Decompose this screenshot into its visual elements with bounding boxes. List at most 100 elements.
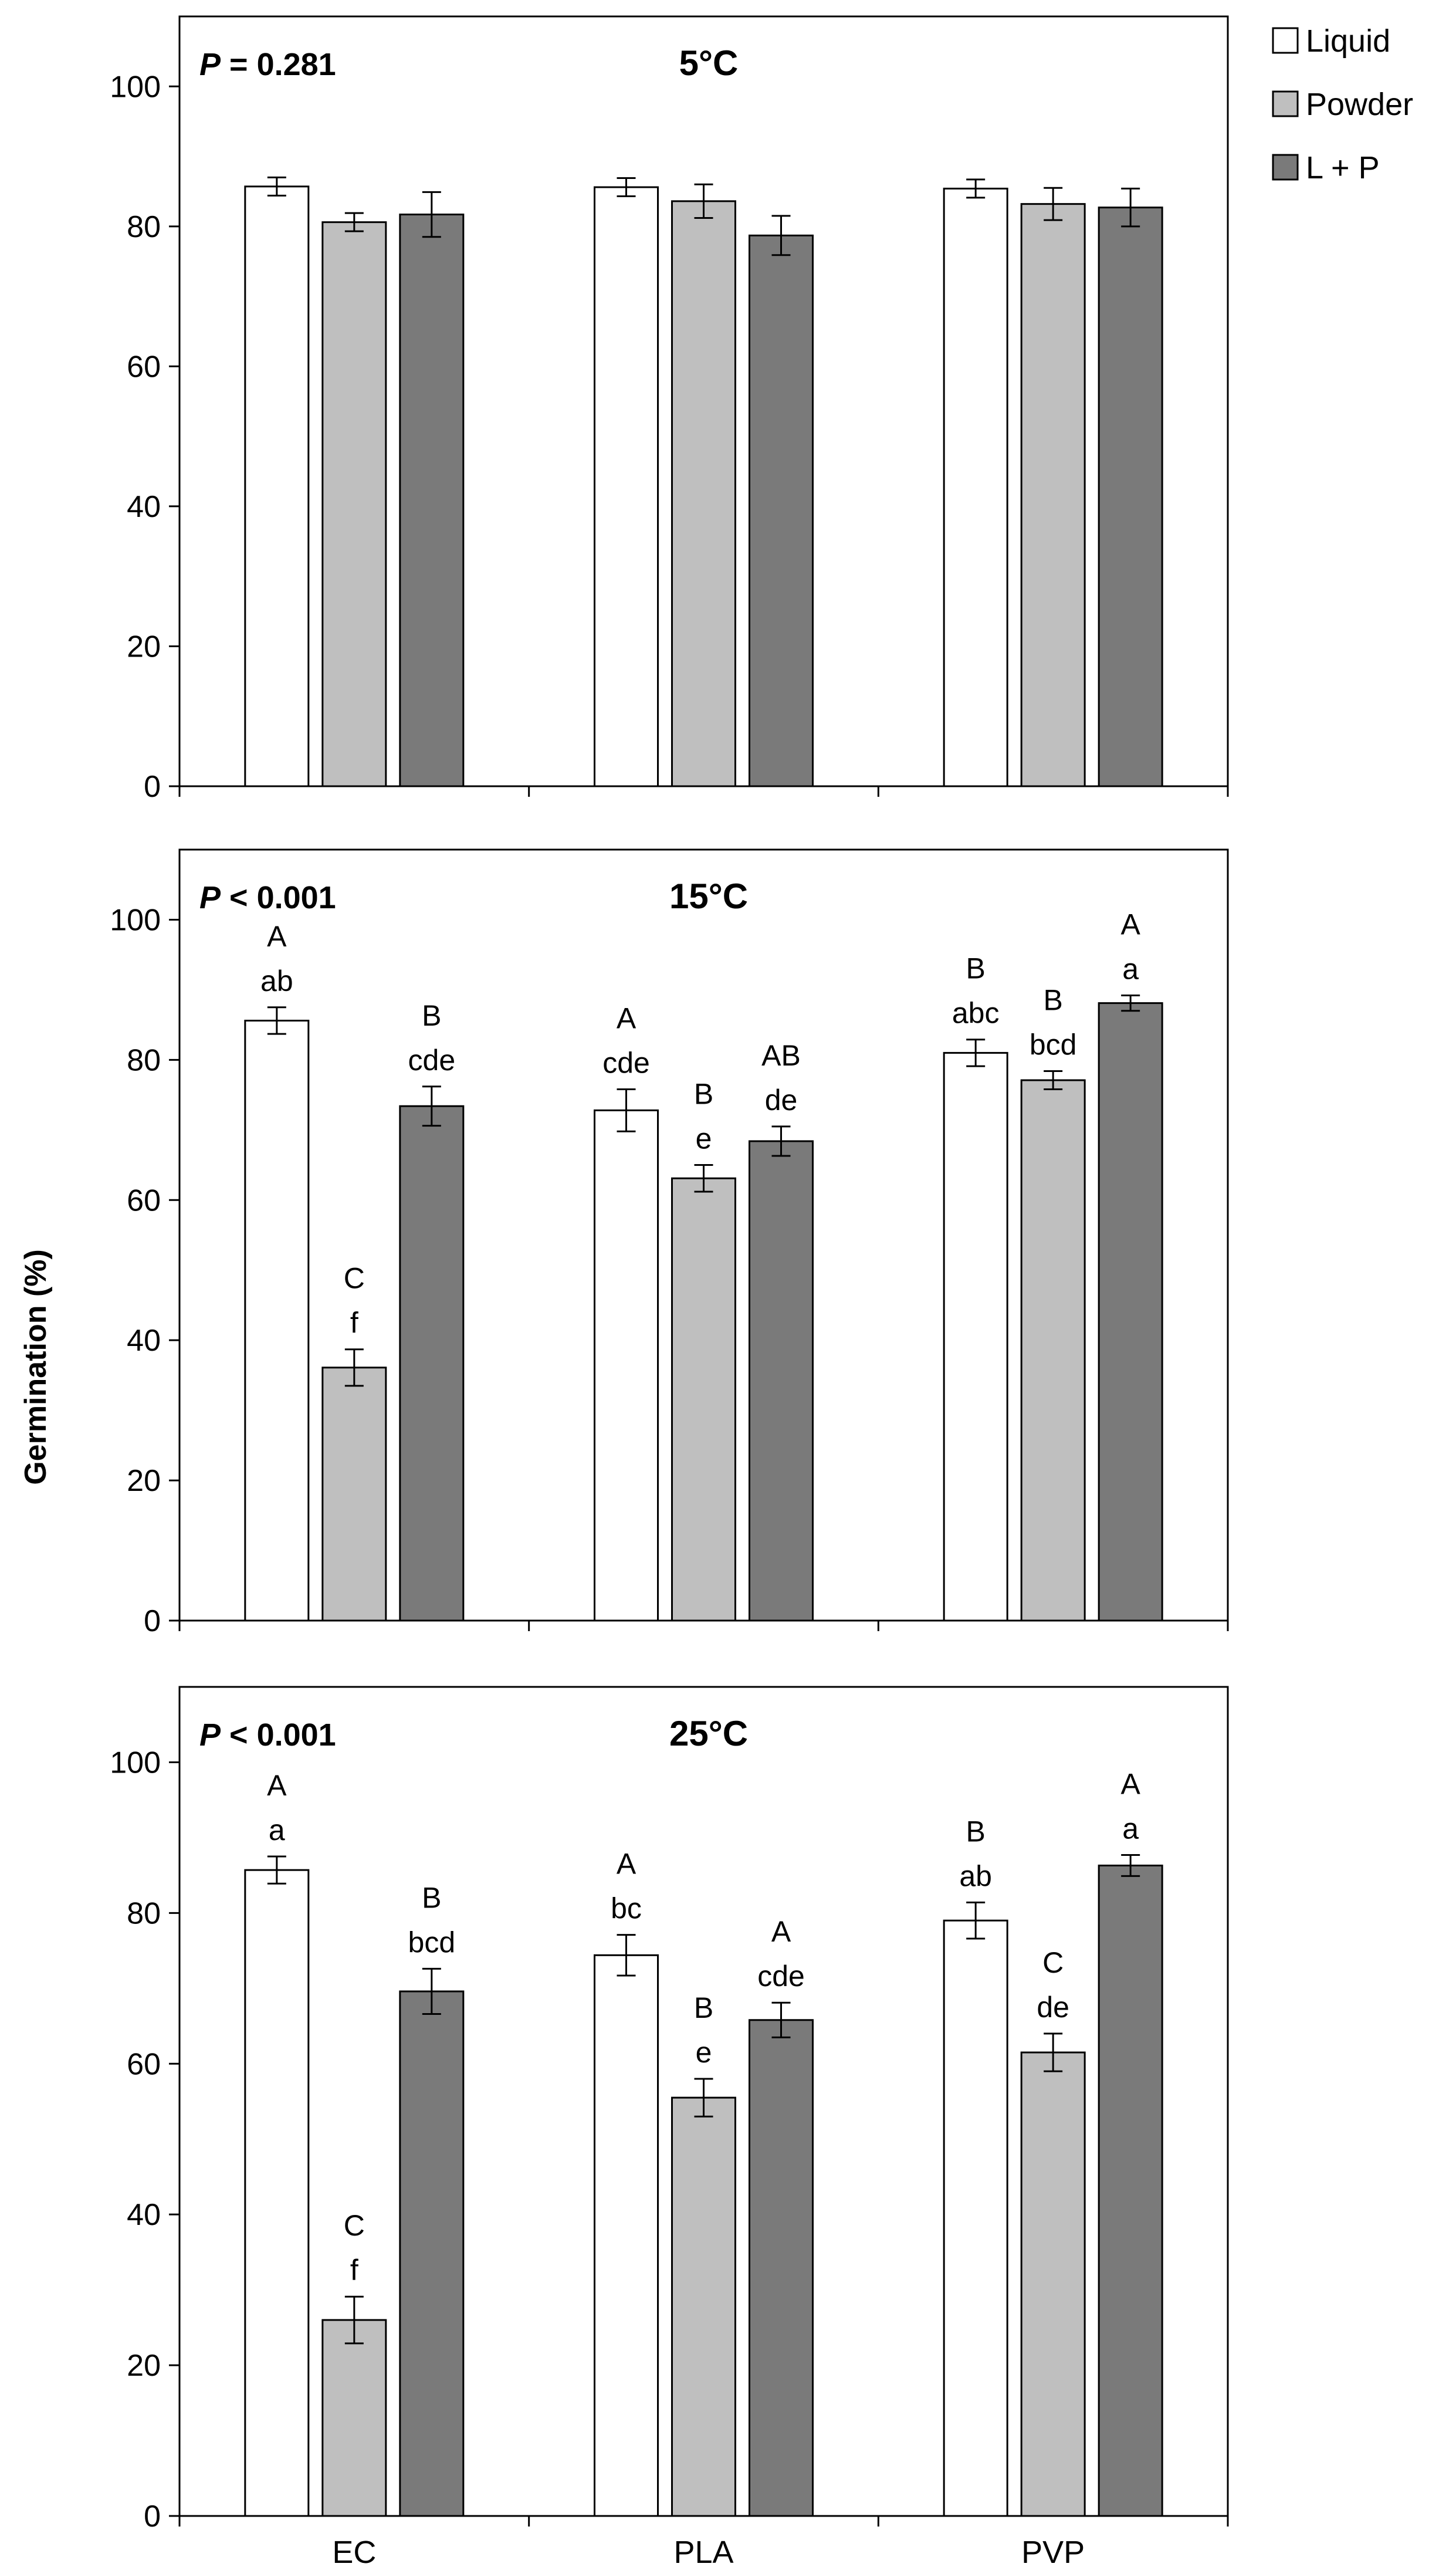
sig-letter-lower: cde	[602, 1047, 650, 1080]
bar-pla-1	[671, 200, 736, 787]
sig-letter-upper: AB	[761, 1039, 801, 1072]
legend-swatch	[1272, 27, 1299, 54]
sig-letter-lower: ab	[959, 1859, 992, 1892]
bar-pla-0	[594, 1954, 659, 2517]
y-tick-label: 20	[127, 1464, 161, 1498]
sig-letter-upper: A	[267, 1769, 287, 1802]
y-tick-label: 80	[127, 1043, 161, 1077]
sig-letter-lower: abc	[952, 997, 1000, 1030]
sig-letter-lower: de	[1037, 1991, 1069, 2024]
sig-letter-upper: C	[344, 2209, 365, 2242]
legend-label: Liquid	[1306, 23, 1390, 59]
p-text: < 0.001	[221, 880, 336, 915]
sig-letter-lower: f	[350, 2254, 358, 2287]
sig-letter-upper: B	[694, 1991, 713, 2024]
sig-letter-upper: B	[966, 1815, 985, 1848]
bar-ec-0	[244, 1019, 310, 1622]
sig-letter-lower: a	[1122, 1812, 1139, 1845]
sig-letter-lower: bc	[611, 1892, 642, 1925]
sig-letter-lower: a	[1122, 952, 1139, 985]
y-tick-label: 80	[127, 210, 161, 244]
sig-letter-lower: e	[696, 1122, 712, 1155]
sig-letter-lower: de	[765, 1084, 798, 1117]
sig-letter-lower: e	[696, 2036, 712, 2069]
sig-letter-upper: A	[771, 1915, 791, 1948]
bar-pla-0	[594, 186, 659, 787]
bar-ec-1	[321, 221, 387, 787]
y-tick-label: 100	[110, 903, 161, 937]
sig-letter-upper: B	[1043, 983, 1062, 1016]
p-value: P < 0.001	[199, 880, 336, 915]
bar-pla-2	[749, 234, 814, 787]
bar-pvp-0	[943, 187, 1008, 787]
y-tick-label: 40	[127, 2198, 161, 2232]
bar-pvp-2	[1098, 1864, 1163, 2517]
sig-letter-lower: bcd	[1030, 1028, 1077, 1061]
panel-title: 15°C	[669, 877, 748, 916]
bar-pvp-2	[1098, 207, 1163, 787]
y-tick-label: 60	[127, 350, 161, 384]
sig-letter-upper: C	[344, 1262, 365, 1295]
legend-label: L + P	[1306, 150, 1380, 185]
bar-pvp-0	[943, 1919, 1008, 2517]
y-tick-label: 40	[127, 1324, 161, 1358]
bar-ec-1	[321, 1367, 387, 1622]
p-symbol: P	[199, 47, 221, 82]
y-tick-label: 40	[127, 490, 161, 524]
sig-letter-upper: B	[694, 1078, 713, 1111]
sig-letter-upper: A	[267, 920, 287, 953]
y-tick-label: 100	[110, 70, 161, 104]
sig-letter-upper: A	[617, 1002, 636, 1035]
bar-ec-2	[399, 214, 465, 787]
p-value: P = 0.281	[199, 47, 336, 82]
p-value: P < 0.001	[199, 1717, 336, 1753]
category-label-pla: PLA	[673, 2535, 733, 2567]
panel-0: 0 20 40 60 80 100 5°C P = 0.281	[110, 15, 1229, 804]
bar-ec-2	[399, 1105, 465, 1622]
category-axis-labels: EC PLA PVP	[332, 2535, 1085, 2567]
sig-letter-upper: B	[966, 952, 985, 985]
y-tick-label: 60	[127, 1183, 161, 1217]
bar-pla-1	[671, 1177, 736, 1622]
p-text: = 0.281	[221, 47, 336, 82]
y-tick-label: 80	[127, 1896, 161, 1930]
sig-letter-upper: B	[422, 999, 441, 1032]
bar-ec-0	[244, 1869, 310, 2517]
bar-pla-2	[749, 1140, 814, 1622]
bar-pla-1	[671, 2096, 736, 2517]
bar-ec-1	[321, 2319, 387, 2517]
y-tick-label: 20	[127, 630, 161, 664]
category-label-pvp: PVP	[1021, 2535, 1085, 2567]
legend-swatch	[1272, 154, 1299, 181]
bar-pvp-1	[1020, 203, 1086, 787]
y-axis-title: Germination (%)	[19, 1249, 53, 1485]
panel-title: 25°C	[669, 1714, 748, 1753]
sig-letter-upper: B	[422, 1881, 441, 1914]
sig-letter-upper: C	[1042, 1946, 1064, 1979]
legend-label: Powder	[1306, 87, 1413, 122]
bar-pvp-1	[1020, 2051, 1086, 2517]
bar-pvp-0	[943, 1051, 1008, 1622]
panel-title: 5°C	[679, 43, 739, 83]
p-symbol: P	[199, 1717, 221, 1753]
sig-letter-lower: ab	[260, 965, 293, 997]
bar-pla-0	[594, 1109, 659, 1622]
p-symbol: P	[199, 880, 221, 915]
y-tick-label: 60	[127, 2047, 161, 2081]
legend: Liquid Powder L + P	[1272, 23, 1413, 185]
y-tick-label: 0	[144, 770, 161, 804]
bar-ec-0	[244, 185, 310, 787]
category-label-ec: EC	[332, 2535, 376, 2567]
sig-letter-upper: A	[1120, 1767, 1140, 1800]
y-tick-label: 0	[144, 1604, 161, 1638]
sig-letter-lower: bcd	[408, 1926, 456, 1959]
bar-ec-2	[399, 1990, 465, 2517]
sig-letter-lower: a	[269, 1814, 285, 1846]
legend-swatch	[1272, 90, 1299, 117]
sig-letter-lower: cde	[408, 1044, 456, 1077]
bar-pla-2	[749, 2019, 814, 2517]
y-tick-label: 20	[127, 2349, 161, 2383]
